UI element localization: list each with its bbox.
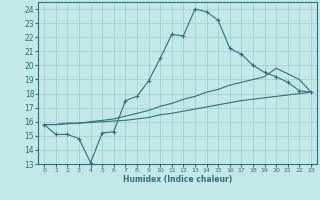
X-axis label: Humidex (Indice chaleur): Humidex (Indice chaleur) [123,175,232,184]
